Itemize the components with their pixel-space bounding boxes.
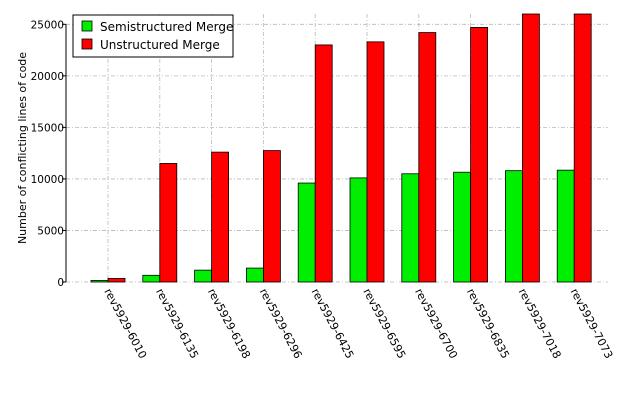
bar-semistructured-rev5929-6700 [401,173,420,283]
bar-semistructured-rev5929-6296 [245,267,264,283]
bar-unstructured-rev5929-6425 [314,44,333,283]
legend-swatch-semistructured [81,20,93,32]
x-tick-labels: rev5929-6010 rev5929-6135 rev5929-6198 rev5… [101,286,615,361]
bar-semistructured-rev5929-6010 [90,280,109,283]
bar-semistructured-rev5929-6198 [194,269,213,283]
legend-label-unstructured: Unstructured Merge [100,38,220,52]
x-tick-label: rev5929-6425 [309,286,357,361]
x-tick-label: rev5929-6595 [360,286,408,361]
x-tick-label: rev5929-6135 [153,286,201,361]
legend-label-semistructured: Semistructured Merge [100,20,233,34]
y-tick-labels: 0 5000 10000 15000 20000 25000 [31,19,64,289]
x-tick-label: rev5929-7073 [568,286,616,361]
bar-semistructured-rev5929-7073 [556,169,575,283]
x-tick-label: rev5929-6198 [205,286,253,361]
bar-unstructured-rev5929-6700 [418,32,437,283]
bar-unstructured-rev5929-6010 [107,277,126,283]
y-axis-label: Number of conflicting lines of code [16,52,29,244]
bars [90,13,592,283]
x-tick-label: rev5929-6835 [464,286,512,361]
bar-unstructured-rev5929-7018 [522,13,540,283]
bar-unstructured-rev5929-6198 [211,151,230,283]
bar-unstructured-rev5929-6595 [366,41,385,283]
bar-unstructured-rev5929-6835 [470,26,489,283]
y-tick-label: 10000 [31,174,64,186]
bar-semistructured-rev5929-7018 [504,170,523,283]
bar-semistructured-rev5929-6595 [349,177,368,283]
y-tick-label: 0 [57,277,64,289]
legend: Semistructured Merge Unstructured Merge [72,14,234,58]
bar-unstructured-rev5929-7073 [573,13,592,283]
y-tick-label: 15000 [31,122,64,134]
bar-unstructured-rev5929-6296 [262,150,281,283]
x-tick-label: rev5929-7018 [516,286,564,361]
bar-unstructured-rev5929-6135 [159,163,178,283]
x-tick-label: rev5929-6296 [257,286,305,361]
y-tick-label: 20000 [31,71,64,83]
x-tick-label: rev5929-6010 [101,286,149,361]
y-tick-label: 25000 [31,19,64,31]
x-tick-label: rev5929-6700 [412,286,460,361]
bar-semistructured-rev5929-6835 [453,171,472,283]
axes [62,23,67,283]
legend-swatch-unstructured [81,38,93,50]
y-tick-label: 5000 [37,225,64,237]
bar-semistructured-rev5929-6135 [142,274,161,283]
legend-box [72,14,234,58]
bar-semistructured-rev5929-6425 [297,182,316,283]
